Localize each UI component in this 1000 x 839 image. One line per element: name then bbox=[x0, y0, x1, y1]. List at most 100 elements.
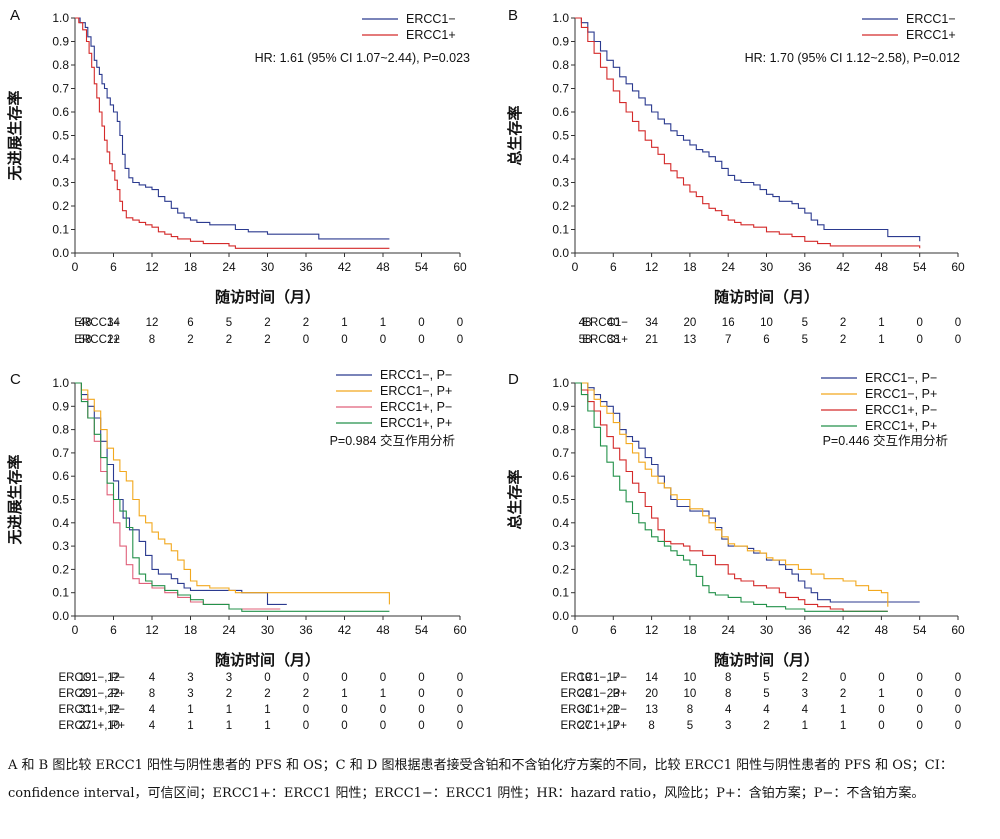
risk-value-d: 29 bbox=[579, 688, 592, 700]
y-tick-label-c: 0.2 bbox=[52, 562, 69, 576]
figure-caption: A 和 B 图比较 ERCC1 阳性与阴性患者的 PFS 和 OS；C 和 D … bbox=[8, 758, 953, 801]
risk-row-label-b: ERCC1+ bbox=[582, 334, 628, 346]
risk-value-a: 0 bbox=[303, 334, 309, 346]
risk-value-d: 5 bbox=[763, 672, 769, 684]
risk-value-b: 0 bbox=[916, 317, 922, 329]
risk-value-d: 4 bbox=[725, 704, 732, 716]
risk-value-a: 2 bbox=[187, 334, 193, 346]
risk-value-d: 0 bbox=[955, 672, 961, 684]
risk-value-b: 6 bbox=[763, 334, 769, 346]
risk-value-c: 1 bbox=[264, 720, 270, 732]
x-axis-title-b: 随访时间（月） bbox=[714, 288, 819, 306]
risk-value-b: 0 bbox=[916, 334, 922, 346]
risk-value-c: 0 bbox=[418, 720, 424, 732]
y-axis-title-d: 总生存率 bbox=[506, 469, 524, 529]
y-tick-label-b: 0.8 bbox=[552, 58, 569, 72]
risk-value-a: 2 bbox=[303, 317, 309, 329]
legend-label-b-2: ERCC1+ bbox=[906, 28, 956, 42]
x-tick-label-a: 30 bbox=[261, 260, 275, 274]
risk-value-d: 0 bbox=[878, 720, 884, 732]
x-tick-label-d: 48 bbox=[875, 623, 889, 637]
risk-value-d: 0 bbox=[840, 672, 846, 684]
risk-value-a: 2 bbox=[264, 317, 270, 329]
risk-value-b: 1 bbox=[878, 317, 884, 329]
risk-value-c: 31 bbox=[79, 704, 92, 716]
y-tick-label-d: 0.7 bbox=[552, 446, 569, 460]
risk-value-d: 13 bbox=[645, 704, 658, 716]
risk-value-a: 1 bbox=[341, 317, 347, 329]
risk-value-c: 1 bbox=[226, 704, 232, 716]
risk-value-c: 3 bbox=[226, 672, 232, 684]
km-curve-c-3 bbox=[75, 382, 281, 610]
y-tick-label-b: 0.5 bbox=[552, 129, 569, 143]
risk-value-c: 29 bbox=[79, 688, 92, 700]
risk-value-d: 0 bbox=[955, 688, 961, 700]
risk-value-d: 1 bbox=[840, 704, 846, 716]
risk-value-c: 0 bbox=[341, 672, 347, 684]
risk-value-c: 0 bbox=[380, 672, 386, 684]
risk-value-d: 1 bbox=[840, 720, 846, 732]
risk-value-d: 0 bbox=[955, 704, 961, 716]
risk-value-a: 1 bbox=[380, 317, 386, 329]
x-tick-label-c: 36 bbox=[299, 623, 313, 637]
figure-canvas: A0.00.10.20.30.40.50.60.70.80.91.00 6 12 18… bbox=[6, 7, 965, 732]
x-tick-label-a: 54 bbox=[415, 260, 429, 274]
risk-value-d: 8 bbox=[725, 672, 731, 684]
y-tick-label-a: 0.5 bbox=[52, 129, 69, 143]
risk-value-c: 4 bbox=[149, 720, 156, 732]
risk-value-c: 10 bbox=[107, 720, 120, 732]
legend-label-c-3: ERCC1+, P− bbox=[380, 400, 452, 414]
y-tick-label-a: 0.0 bbox=[52, 246, 69, 260]
risk-value-c: 2 bbox=[303, 688, 309, 700]
risk-value-c: 27 bbox=[79, 720, 92, 732]
x-tick-label-d: 18 bbox=[683, 623, 697, 637]
risk-value-d: 1 bbox=[802, 720, 808, 732]
risk-value-d: 4 bbox=[802, 704, 809, 716]
km-curve-c-4 bbox=[75, 382, 390, 612]
legend-label-c-1: ERCC1−, P− bbox=[380, 368, 452, 382]
risk-value-b: 5 bbox=[802, 317, 808, 329]
risk-value-c: 0 bbox=[341, 704, 347, 716]
x-tick-label-d: 24 bbox=[722, 623, 736, 637]
risk-row-label-a: ERCC1+ bbox=[74, 334, 120, 346]
risk-value-d: 5 bbox=[687, 720, 693, 732]
stat-annotation-d: P=0.446 交互作用分析 bbox=[823, 433, 948, 448]
risk-value-d: 27 bbox=[579, 720, 592, 732]
risk-value-b: 20 bbox=[684, 317, 697, 329]
risk-value-d: 3 bbox=[725, 720, 731, 732]
risk-value-c: 0 bbox=[418, 672, 424, 684]
km-curve-d-4 bbox=[575, 382, 888, 612]
x-tick-label-b: 24 bbox=[722, 260, 736, 274]
y-tick-label-a: 0.8 bbox=[52, 58, 69, 72]
risk-value-d: 0 bbox=[916, 672, 922, 684]
km-curve-c-1 bbox=[75, 382, 287, 605]
y-tick-label-a: 0.7 bbox=[52, 82, 69, 96]
y-tick-label-c: 0.3 bbox=[52, 539, 69, 553]
risk-value-a: 12 bbox=[146, 317, 159, 329]
risk-value-c: 0 bbox=[457, 688, 463, 700]
y-tick-label-b: 0.0 bbox=[552, 246, 569, 260]
legend-label-d-4: ERCC1+, P+ bbox=[865, 419, 937, 433]
risk-row-label-c: ERCC1−, P+ bbox=[59, 688, 126, 700]
risk-value-d: 1 bbox=[878, 688, 884, 700]
risk-value-c: 0 bbox=[303, 704, 309, 716]
x-tick-label-a: 24 bbox=[222, 260, 236, 274]
risk-value-d: 2 bbox=[802, 672, 808, 684]
x-tick-label-b: 48 bbox=[875, 260, 889, 274]
x-tick-label-d: 42 bbox=[836, 623, 850, 637]
y-tick-label-b: 0.2 bbox=[552, 199, 569, 213]
x-tick-label-b: 0 bbox=[572, 260, 579, 274]
risk-value-d: 23 bbox=[607, 688, 620, 700]
km-curve-d-1 bbox=[575, 382, 920, 603]
risk-row-label-a: ERCC1− bbox=[74, 317, 120, 329]
x-tick-label-c: 0 bbox=[72, 623, 79, 637]
x-tick-label-b: 18 bbox=[683, 260, 697, 274]
risk-value-c: 22 bbox=[107, 688, 120, 700]
x-tick-label-a: 6 bbox=[110, 260, 117, 274]
risk-value-c: 0 bbox=[380, 720, 386, 732]
risk-value-b: 21 bbox=[645, 334, 658, 346]
risk-value-c: 1 bbox=[187, 720, 193, 732]
risk-value-d: 10 bbox=[684, 688, 697, 700]
panel-label-a: A bbox=[10, 7, 20, 24]
km-curve-d-3 bbox=[575, 382, 888, 612]
